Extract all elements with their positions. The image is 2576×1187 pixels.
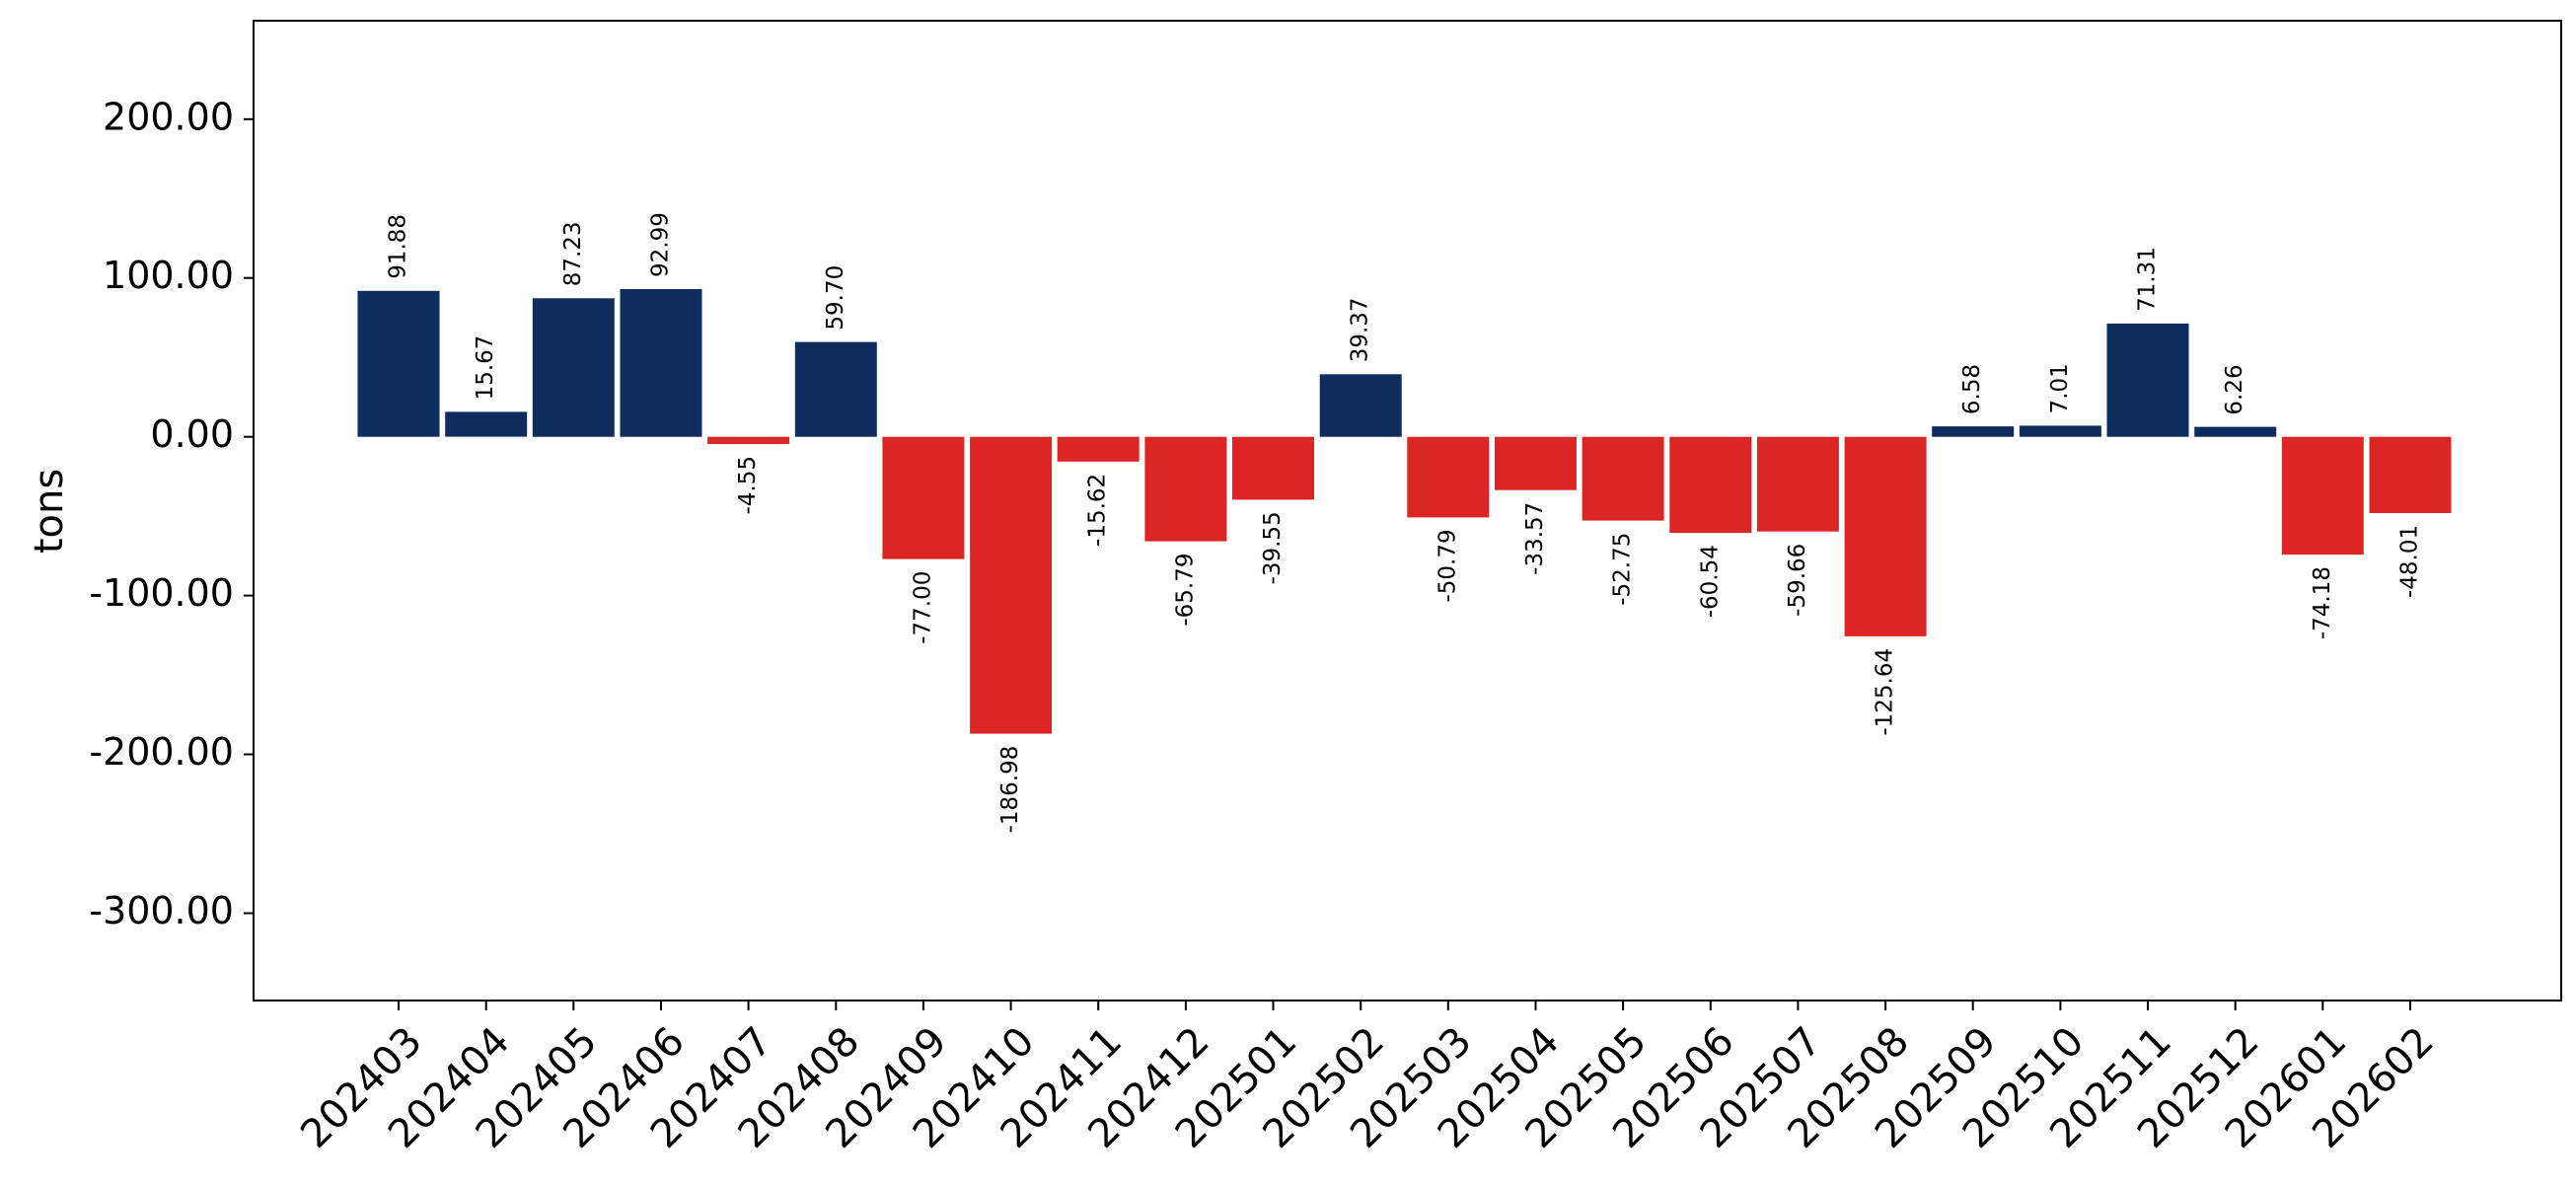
bar-202504 bbox=[1495, 436, 1577, 490]
bar-value-label-202412: -65.79 bbox=[1172, 554, 1198, 627]
bar-202403 bbox=[357, 290, 440, 437]
bar-value-label-202505: -52.75 bbox=[1610, 533, 1636, 606]
bar-value-label-202404: 15.67 bbox=[473, 335, 498, 401]
bar-value-label-202504: -33.57 bbox=[1522, 502, 1548, 575]
bar-202406 bbox=[620, 289, 702, 437]
bar-202506 bbox=[1669, 436, 1752, 534]
bar-202411 bbox=[1057, 436, 1140, 462]
bar-value-label-202511: 71.31 bbox=[2135, 247, 2161, 312]
bar-202512 bbox=[2194, 426, 2277, 437]
y-tick-label: -100.00 bbox=[89, 571, 234, 615]
bar-202405 bbox=[532, 298, 615, 437]
y-tick-label: 0.00 bbox=[150, 412, 234, 456]
x-axis: 2024032024042024052024062024072024082024… bbox=[292, 1001, 2443, 1157]
y-tick-label: -300.00 bbox=[89, 889, 234, 932]
bar-value-label-202502: 39.37 bbox=[1348, 297, 1373, 362]
y-tick-label: 100.00 bbox=[103, 254, 234, 297]
bar-value-label-202407: -4.55 bbox=[735, 456, 761, 515]
bar-202502 bbox=[1319, 374, 1402, 437]
bar-202503 bbox=[1407, 436, 1490, 518]
bar-202404 bbox=[445, 411, 528, 437]
bar-202602 bbox=[2369, 436, 2452, 513]
bar-value-label-202406: 92.99 bbox=[648, 212, 674, 277]
bar-value-label-202512: 6.26 bbox=[2222, 364, 2247, 414]
y-tick-label: -200.00 bbox=[89, 730, 234, 774]
bar-202408 bbox=[794, 341, 877, 437]
bar-202410 bbox=[970, 436, 1053, 734]
bar-value-label-202403: 91.88 bbox=[386, 214, 411, 279]
bar-value-label-202507: -59.66 bbox=[1785, 544, 1810, 617]
bar-202601 bbox=[2281, 436, 2364, 556]
bar-202501 bbox=[1232, 436, 1314, 500]
bar-value-label-202503: -50.79 bbox=[1435, 529, 1460, 602]
y-tick-label: 200.00 bbox=[103, 95, 234, 138]
plot-area-frame bbox=[253, 20, 2562, 1002]
bar-value-label-202509: 6.58 bbox=[1959, 364, 1985, 414]
bar-202407 bbox=[707, 436, 790, 444]
bar-value-label-202405: 87.23 bbox=[560, 221, 586, 286]
value-labels-layer: 91.88 15.67 87.23 92.99 -4.55 59.70 -77.00 -186… bbox=[386, 212, 2423, 833]
bar-value-label-202408: 59.70 bbox=[823, 265, 848, 331]
bar-202510 bbox=[2019, 425, 2101, 437]
bar-value-label-202506: -60.54 bbox=[1697, 545, 1723, 618]
bar-value-label-202501: -39.55 bbox=[1260, 511, 1286, 584]
bar-value-label-202510: 7.01 bbox=[2047, 363, 2073, 413]
bar-202511 bbox=[2106, 323, 2189, 437]
bar-value-label-202409: -77.00 bbox=[910, 571, 935, 644]
bar-202412 bbox=[1144, 436, 1227, 542]
y-axis: 200.00 100.00 0.00 -100.00 -200.00 -300.00 bbox=[89, 95, 254, 932]
bar-value-label-202410: -186.98 bbox=[997, 746, 1023, 834]
bar-202505 bbox=[1582, 436, 1664, 521]
bar-value-label-202508: -125.64 bbox=[1873, 648, 1898, 736]
bar-202508 bbox=[1844, 436, 1927, 636]
bar-202509 bbox=[1932, 426, 2015, 437]
bar-202409 bbox=[882, 436, 965, 559]
bar-value-label-202602: -48.01 bbox=[2397, 525, 2423, 598]
bar-value-label-202411: -15.62 bbox=[1085, 474, 1111, 547]
bars-layer bbox=[357, 289, 2452, 734]
bar-202507 bbox=[1756, 436, 1839, 532]
y-axis-title: tons bbox=[27, 469, 72, 554]
bar-value-label-202601: -74.18 bbox=[2310, 566, 2335, 639]
